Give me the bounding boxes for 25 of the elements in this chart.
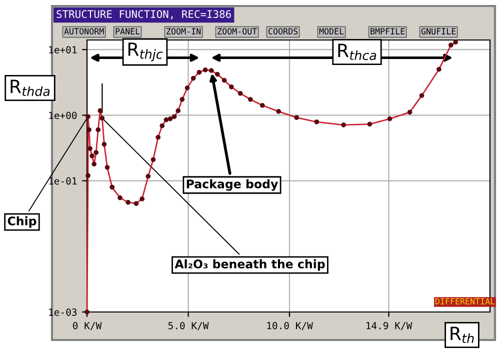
annotation: R$_{thjc}$ — [128, 42, 163, 62]
text: ZOOM-IN — [166, 28, 201, 34]
annotation: Al₂O₃ beneath the chip — [174, 259, 325, 271]
text: COORDS — [268, 28, 298, 34]
text: AUTONORM — [64, 28, 104, 34]
x-tick-label: 14.9 K/W — [366, 322, 412, 330]
annotation: Package body — [186, 179, 278, 191]
x-tick-label: 0 K/W — [73, 322, 102, 330]
y-tick-label: 1e-01 — [49, 177, 77, 185]
annotation: DIFFERENTIAL — [435, 298, 495, 304]
y-tick-label: 1e+01 — [49, 46, 77, 54]
annotation: Chip — [8, 216, 36, 228]
text: PANEL — [116, 28, 140, 34]
text: GNUFILE — [421, 28, 456, 34]
y-tick-label: 1e-03 — [49, 308, 77, 316]
text: R$_{th}$ — [450, 326, 474, 343]
x-tick-label: 10.0 K/W — [267, 322, 313, 330]
y-tick-label: 1e+00 — [49, 112, 77, 120]
annotation: R$_{thca}$ — [338, 44, 376, 60]
text: ZOOM-OUT — [218, 28, 257, 34]
x-tick-label: 5.0 K/W — [168, 322, 209, 330]
text: MODEL — [319, 28, 344, 34]
chart-title: STRUCTURE FUNCTION, REC=I386 — [56, 10, 231, 20]
text: R$_{thda}$ — [10, 80, 50, 96]
text: BMPFILE — [370, 28, 405, 34]
